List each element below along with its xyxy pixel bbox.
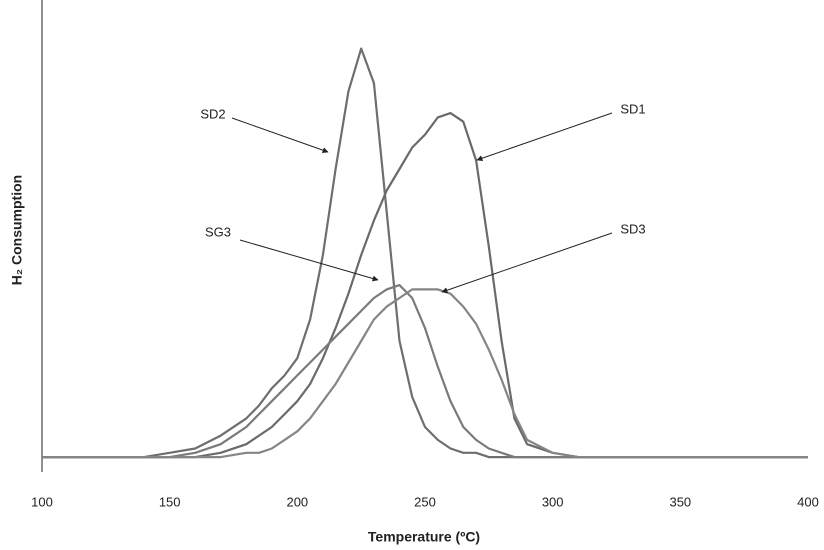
- annotation-arrow: [441, 232, 613, 294]
- series-line: [42, 284, 808, 459]
- series-line: [42, 112, 808, 459]
- series-label: SD3: [620, 221, 645, 236]
- x-tick-label: 350: [669, 494, 691, 509]
- annotation-arrow: [231, 117, 329, 154]
- x-tick-label: 200: [286, 494, 308, 509]
- x-tick-label: 400: [797, 494, 819, 509]
- series-label: SD2: [200, 106, 225, 121]
- x-axis-title: Temperature (ºC): [368, 529, 480, 545]
- x-tick-label: 100: [31, 494, 53, 509]
- y-axis-title: H₂ Consumption: [9, 175, 25, 285]
- x-tick-label: 150: [159, 494, 181, 509]
- series-line: [42, 288, 808, 459]
- annotation-arrow: [239, 239, 379, 282]
- annotation-arrow: [476, 112, 613, 162]
- series-line: [42, 47, 808, 459]
- series-label: SD1: [620, 101, 645, 116]
- series-label: SG3: [205, 224, 231, 239]
- x-tick-label: 300: [542, 494, 564, 509]
- x-tick-label: 250: [414, 494, 436, 509]
